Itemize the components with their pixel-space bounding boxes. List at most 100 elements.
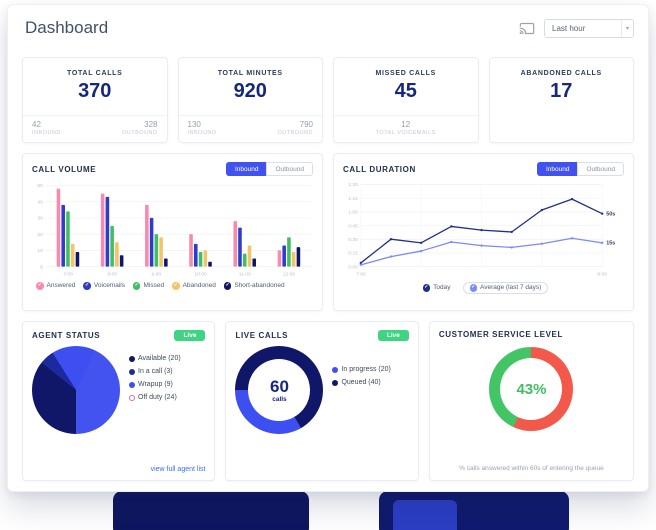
kpi-sub-inbound: 42 INBOUND: [32, 120, 61, 142]
legend-marker-icon: ✓: [223, 282, 232, 290]
live-badge: Live: [377, 330, 409, 341]
legend-item: In a call (3): [129, 368, 181, 375]
kpi-label: TOTAL MINUTES: [217, 70, 283, 77]
charts-row: CALL VOLUME Inbound Outbound 0 10 20 30 40 50…: [22, 153, 634, 311]
legend-marker-icon: [129, 381, 135, 388]
legend-item[interactable]: ✓ Abandoned: [172, 282, 216, 290]
svg-text:0:00: 0:00: [348, 264, 358, 270]
legend-marker-icon: [129, 368, 135, 375]
legend-item[interactable]: ✓ Answered: [36, 282, 75, 290]
donut-center: 60 calls: [248, 359, 311, 421]
call-volume-bar-chart: 0 10 20 30 40 50 7:00 8:00 9:00 10:00 11:00 12:00: [37, 183, 312, 278]
kpi-label: TOTAL CALLS: [66, 70, 123, 77]
legend-label: In a call (3): [138, 368, 173, 375]
call-duration-legend: ✓ Today ✓ Average (last 7 days): [343, 282, 624, 294]
panel-header: LIVE CALLS Live: [235, 330, 409, 341]
kpi-missed-calls: MISSED CALLS 45 12 TOTAL VOICEMAILS: [333, 57, 479, 143]
time-range-select[interactable]: Last hour ▾: [544, 18, 634, 38]
svg-text:0:15: 0:15: [348, 251, 358, 257]
service-level-gauge: 43%: [489, 347, 574, 431]
gauge-center: 43%: [500, 358, 563, 420]
dashboard-card: Dashboard Last hour ▾ TOTAL CA: [7, 4, 649, 492]
view-full-agent-list-link[interactable]: view full agent list: [150, 466, 206, 473]
dashboard-header: Dashboard Last hour ▾: [8, 5, 648, 38]
panel-header: AGENT STATUS Live: [32, 330, 206, 341]
kpi-sub-inbound: 130 INBOUND: [188, 120, 217, 142]
panel-title: CALL DURATION: [343, 164, 416, 174]
legend-label: Today: [433, 284, 451, 292]
legend-item[interactable]: ✓ Average (last 7 days): [462, 282, 549, 294]
legend-label: Average (last 7 days): [480, 284, 542, 292]
service-level-panel: CUSTOMER SERVICE LEVEL 43% % calls answe…: [428, 321, 634, 481]
panel-header: CALL DURATION Inbound Outbound: [343, 162, 624, 176]
legend-item[interactable]: ✓ Short-abandoned: [223, 282, 285, 290]
outbound-toggle-button[interactable]: Outbound: [577, 162, 624, 176]
legend-marker-icon: [129, 394, 135, 401]
panel-title: LIVE CALLS: [235, 331, 289, 340]
svg-text:10:00: 10:00: [194, 272, 207, 278]
legend-marker-icon: [332, 366, 339, 373]
kpi-sub-label: TOTAL VOICEMAILS: [375, 130, 436, 136]
inbound-toggle-button[interactable]: Inbound: [536, 162, 578, 176]
kpi-sub-voicemails: 12 TOTAL VOICEMAILS: [376, 120, 436, 142]
legend-marker-icon: ✓: [172, 282, 180, 290]
kpi-row: TOTAL CALLS 370 42 INBOUND 328 OUTBOUND …: [22, 57, 634, 143]
agent-status-panel: AGENT STATUS Live Available (20) In a cal…: [22, 321, 216, 481]
kpi-sub-label: INBOUND: [32, 130, 61, 136]
legend-item: In progress (20): [332, 366, 391, 373]
call-volume-legend: ✓ Answered ✓ Voicemails ✓ Missed ✓ Abandoned ✓ Sh…: [32, 282, 313, 290]
outbound-toggle-button[interactable]: Outbound: [266, 162, 313, 176]
svg-text:12:00: 12:00: [283, 272, 296, 278]
kpi-sub-value: 790: [299, 120, 313, 129]
live-badge: Live: [174, 330, 206, 341]
background-card-right: [379, 491, 569, 530]
kpi-total-minutes: TOTAL MINUTES 920 130 INBOUND 790 OUTBOU…: [177, 57, 323, 143]
legend-marker-icon: ✓: [83, 282, 91, 290]
inbound-toggle-button[interactable]: Inbound: [225, 162, 267, 176]
panel-title: AGENT STATUS: [32, 331, 101, 340]
legend-item: Off duty (24): [129, 394, 181, 401]
legend-item[interactable]: ✓ Today: [422, 284, 451, 292]
kpi-sub-value: 42: [32, 120, 41, 129]
legend-marker-icon: ✓: [132, 282, 141, 290]
svg-text:11:00: 11:00: [239, 272, 251, 278]
legend-label: Voicemails: [93, 282, 125, 290]
legend-label: Answered: [46, 282, 76, 290]
svg-text:1:30: 1:30: [348, 182, 358, 188]
kpi-sub-outbound: 790 OUTBOUND: [278, 120, 313, 142]
kpi-sub-outbound: 328 OUTBOUND: [122, 120, 157, 142]
svg-text:9:00: 9:00: [152, 272, 162, 278]
kpi-sub-value: 12: [401, 120, 411, 129]
kpi-sub-label: INBOUND: [187, 130, 217, 136]
legend-item: Wrapup (9): [129, 381, 181, 388]
status-row: AGENT STATUS Live Available (20) In a cal…: [22, 321, 634, 481]
svg-text:50: 50: [37, 183, 43, 189]
legend-label: Short-abandoned: [234, 282, 285, 290]
time-range-value: Last hour: [552, 23, 586, 33]
legend-marker-icon: ✓: [469, 284, 478, 292]
direction-toggle: Inbound Outbound: [225, 162, 313, 176]
service-level-caption: % calls answered within 60s of entering …: [459, 465, 604, 472]
legend-item[interactable]: ✓ Missed: [132, 282, 165, 290]
legend-marker-icon: [332, 379, 339, 386]
legend-label: Off duty (24): [138, 394, 177, 401]
legend-item[interactable]: ✓ Voicemails: [83, 282, 125, 290]
call-duration-panel: CALL DURATION Inbound Outbound 1:30 1:15 1…: [333, 153, 634, 311]
panel-header: CALL VOLUME Inbound Outbound: [32, 162, 313, 176]
legend-label: Available (20): [138, 355, 181, 362]
legend-label: Missed: [143, 282, 165, 290]
kpi-value: 370: [78, 80, 112, 102]
cast-icon[interactable]: [519, 22, 535, 35]
page-title: Dashboard: [25, 18, 109, 37]
svg-text:0: 0: [40, 264, 43, 270]
legend-label: In progress (20): [341, 366, 391, 373]
direction-toggle: Inbound Outbound: [536, 162, 624, 176]
kpi-substats: 12 TOTAL VOICEMAILS: [334, 115, 478, 142]
background-card-left: [113, 491, 309, 530]
agent-status-body: Available (20) In a call (3) Wrapup (9) Off…: [32, 346, 205, 434]
legend-label: Abandoned: [182, 282, 216, 290]
live-calls-count: 60: [269, 376, 289, 396]
svg-text:40: 40: [37, 199, 43, 205]
legend-item: Available (20): [129, 355, 181, 362]
